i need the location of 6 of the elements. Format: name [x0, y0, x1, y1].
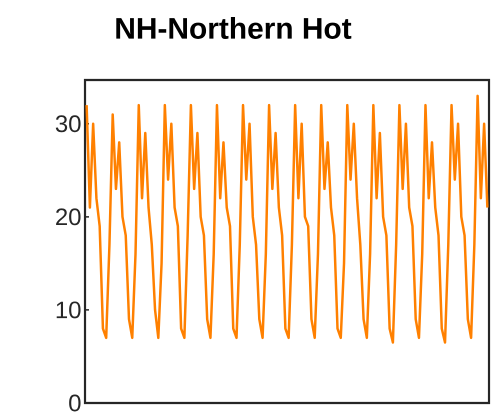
y-tick-label: 30: [56, 115, 81, 132]
y-tick-label: 0: [69, 394, 81, 412]
y-tick-label: 10: [56, 301, 81, 318]
chart-title: NH-Northern Hot: [116, 17, 352, 39]
y-tick-label: 20: [56, 208, 81, 226]
line-series: [85, 94, 489, 344]
